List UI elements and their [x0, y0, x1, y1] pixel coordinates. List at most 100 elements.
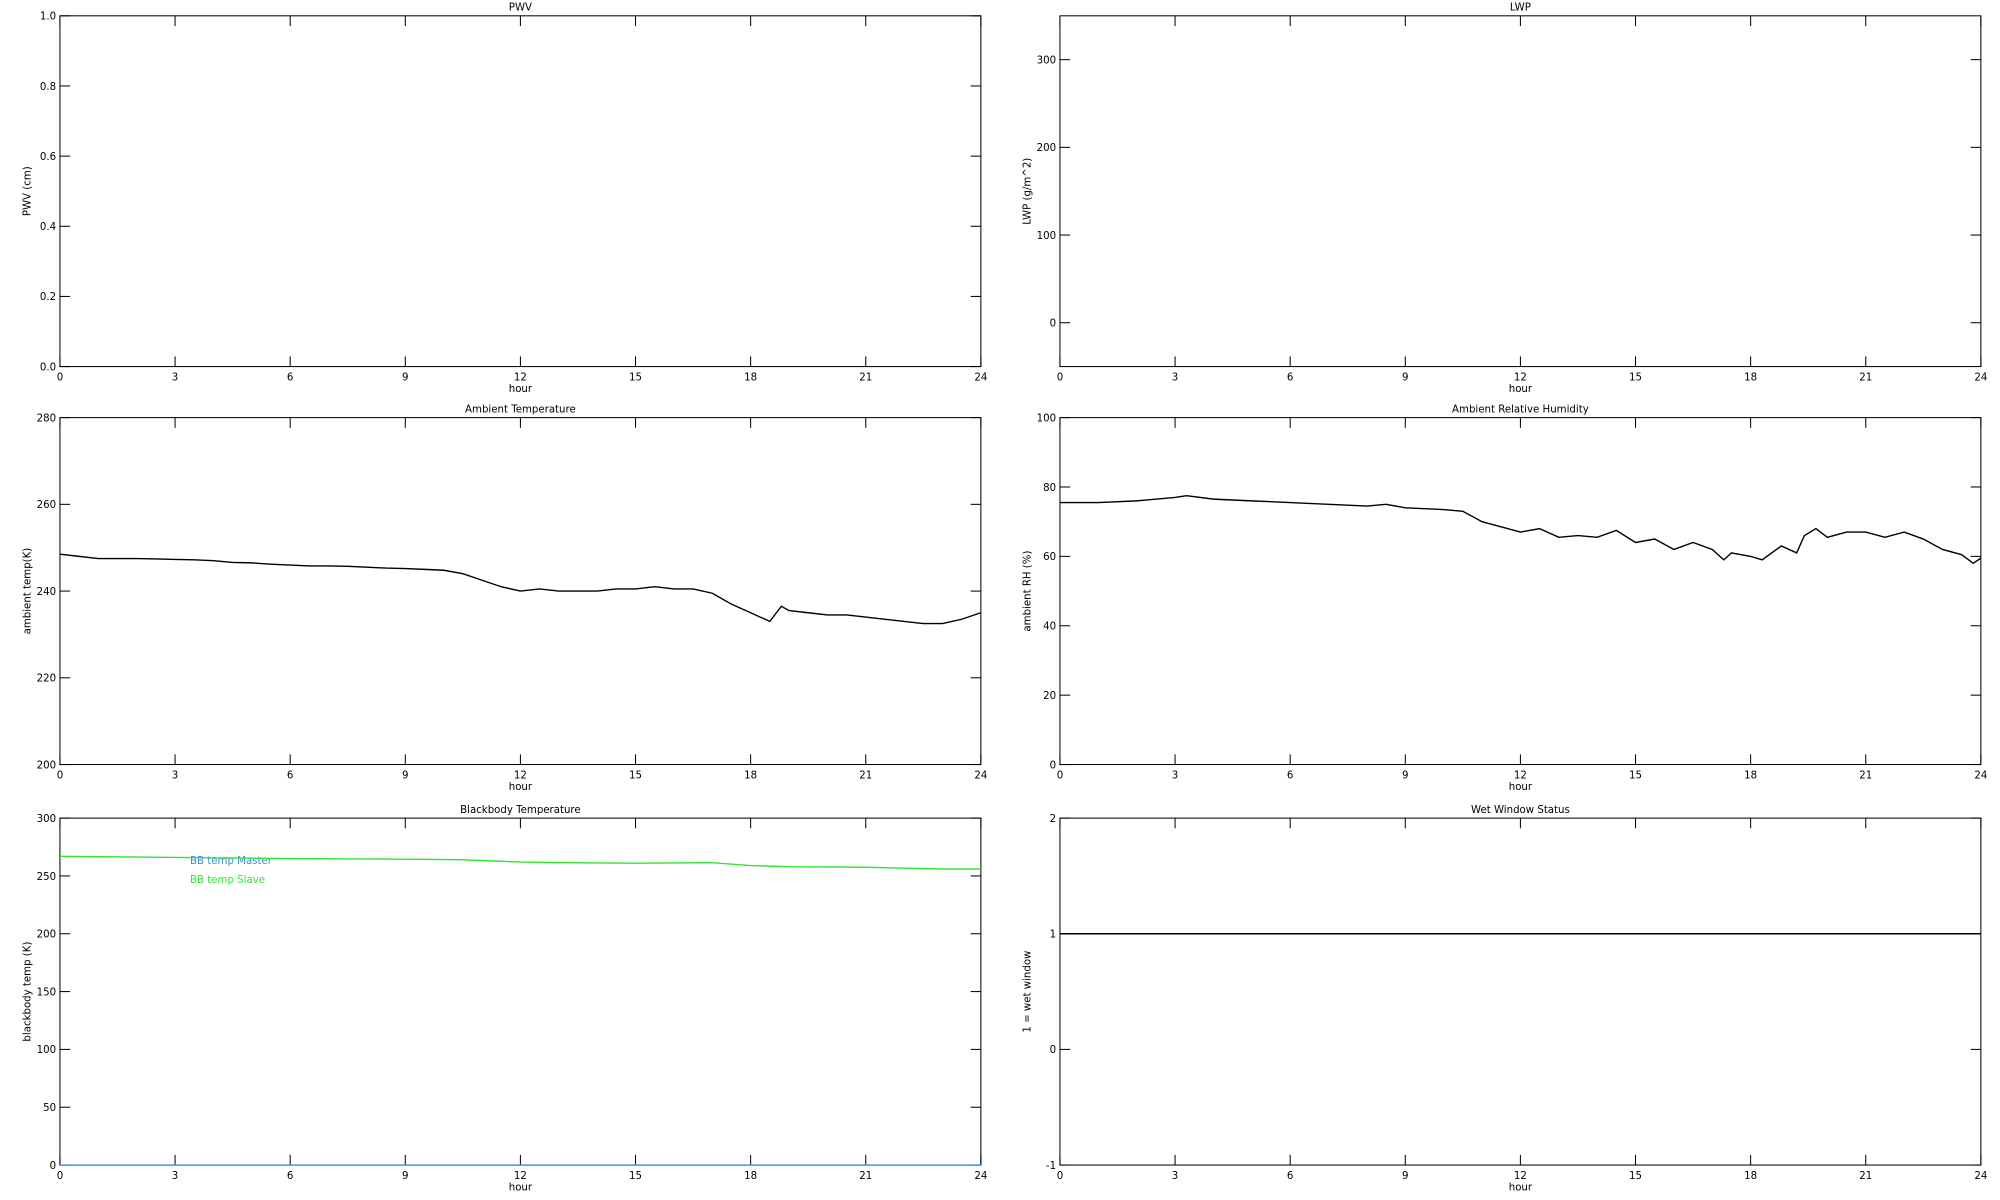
x-tick-label: 12 [514, 771, 527, 782]
y-tick-label: 0 [1050, 760, 1056, 771]
x-axis-label: hour [1509, 1183, 1533, 1194]
chart-title: Wet Window Status [1471, 805, 1570, 816]
x-tick-label: 18 [1744, 373, 1757, 384]
x-tick-label: 6 [287, 771, 293, 782]
y-tick-label: 0 [50, 1161, 56, 1172]
x-tick-label: 15 [1629, 1171, 1642, 1182]
y-tick-label: 2 [1050, 814, 1056, 825]
x-tick-label: 9 [402, 373, 408, 384]
y-tick-label: -1 [1046, 1161, 1056, 1172]
x-tick-label: 15 [1629, 771, 1642, 782]
x-tick-label: 24 [974, 1171, 987, 1182]
y-tick-label: 220 [37, 674, 56, 685]
y-tick-label: 40 [1043, 622, 1056, 633]
y-tick-label: 0.0 [40, 362, 56, 373]
y-axis-label: ambient RH (%) [1023, 551, 1034, 632]
x-tick-label: 6 [287, 1171, 293, 1182]
x-tick-label: 24 [1974, 771, 1987, 782]
y-tick-label: 240 [37, 587, 56, 598]
x-tick-label: 15 [629, 771, 642, 782]
y-tick-label: 100 [1037, 413, 1056, 424]
y-axis-label: blackbody temp (K) [23, 942, 34, 1042]
y-tick-label: 280 [37, 413, 56, 424]
x-tick-label: 0 [57, 771, 63, 782]
x-tick-label: 3 [172, 771, 178, 782]
y-tick-label: 0 [1050, 1045, 1056, 1056]
data-line [59, 553, 982, 625]
y-tick-label: 250 [37, 872, 56, 883]
x-axis-label: hour [509, 384, 533, 395]
x-tick-label: 12 [514, 373, 527, 384]
x-tick-label: 24 [974, 373, 987, 384]
x-tick-label: 9 [1402, 771, 1408, 782]
y-axis-label: 1 = wet window [1023, 951, 1034, 1033]
y-tick-label: 0 [1050, 319, 1056, 330]
x-tick-label: 12 [1514, 771, 1527, 782]
y-tick-label: 100 [37, 1045, 56, 1056]
y-axis-label: PWV (cm) [23, 166, 34, 216]
x-tick-label: 9 [1402, 373, 1408, 384]
chart-title: Ambient Temperature [465, 405, 576, 416]
plot-frame [1059, 15, 1982, 368]
x-tick-label: 21 [859, 373, 872, 384]
x-tick-label: 18 [744, 771, 757, 782]
x-tick-label: 9 [1402, 1171, 1408, 1182]
y-tick-label: 60 [1043, 552, 1056, 563]
y-tick-label: 0.4 [40, 222, 56, 233]
x-tick-label: 9 [402, 1171, 408, 1182]
y-tick-label: 80 [1043, 483, 1056, 494]
x-tick-label: 3 [1172, 1171, 1178, 1182]
plot-frame [1059, 417, 1982, 766]
x-tick-label: 21 [859, 1171, 872, 1182]
y-tick-label: 200 [37, 760, 56, 771]
plot-frame [59, 15, 982, 368]
x-tick-label: 0 [1057, 373, 1063, 384]
y-tick-label: 50 [43, 1103, 56, 1114]
y-tick-label: 300 [1037, 55, 1056, 66]
chart-title: Blackbody Temperature [460, 805, 581, 816]
x-tick-label: 15 [629, 373, 642, 384]
x-tick-label: 21 [1859, 1171, 1872, 1182]
y-tick-label: 150 [37, 987, 56, 998]
x-axis-label: hour [509, 782, 533, 793]
x-axis-label: hour [509, 1183, 533, 1194]
x-tick-label: 0 [1057, 1171, 1063, 1182]
x-tick-label: 21 [1859, 373, 1872, 384]
x-tick-label: 3 [172, 373, 178, 384]
y-tick-label: 1 [1050, 930, 1056, 941]
x-tick-label: 15 [629, 1171, 642, 1182]
x-tick-label: 12 [1514, 1171, 1527, 1182]
data-line [59, 855, 981, 870]
data-line [1059, 494, 1982, 565]
y-axis-label: ambient temp(K) [23, 548, 34, 635]
x-tick-label: 0 [1057, 771, 1063, 782]
x-tick-label: 15 [1629, 373, 1642, 384]
plot-frame [59, 817, 982, 1166]
x-tick-label: 3 [172, 1171, 178, 1182]
y-tick-label: 200 [37, 930, 56, 941]
x-tick-label: 6 [1287, 1171, 1293, 1182]
legend-entry: BB temp Master [190, 856, 273, 867]
legend-entry: BB temp Slave [190, 875, 265, 886]
x-tick-label: 0 [57, 1171, 63, 1182]
y-tick-label: 100 [1037, 231, 1056, 242]
y-axis-label: LWP (g/m^2) [1023, 158, 1034, 225]
chart-title: PWV [509, 3, 532, 14]
x-tick-label: 24 [974, 771, 987, 782]
plot-frame [1059, 817, 1982, 1166]
x-tick-label: 12 [514, 1171, 527, 1182]
x-tick-label: 9 [402, 771, 408, 782]
x-tick-label: 12 [1514, 373, 1527, 384]
x-tick-label: 21 [859, 771, 872, 782]
y-tick-label: 0.2 [40, 292, 56, 303]
chart-title: LWP [1510, 3, 1531, 14]
y-tick-label: 20 [1043, 691, 1056, 702]
x-tick-label: 18 [1744, 771, 1757, 782]
x-tick-label: 24 [1974, 1171, 1987, 1182]
y-tick-label: 300 [37, 814, 56, 825]
x-tick-label: 18 [1744, 1171, 1757, 1182]
y-tick-label: 0.6 [40, 152, 56, 163]
x-tick-label: 24 [1974, 373, 1987, 384]
